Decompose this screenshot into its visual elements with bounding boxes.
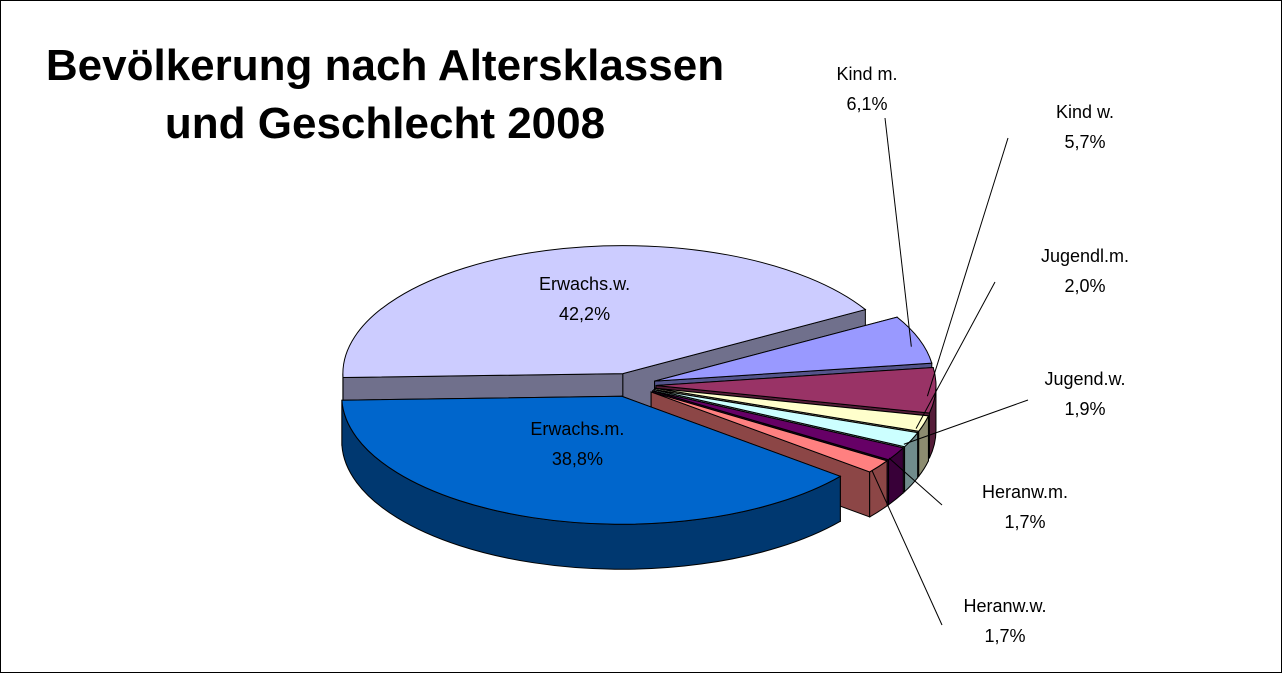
slice-label-value: 1,7%	[984, 626, 1025, 646]
slice-label-name: Kind m.	[836, 64, 897, 84]
slice-label-name: Kind w.	[1056, 102, 1114, 122]
slice-top	[652, 390, 905, 461]
leader-line	[884, 117, 912, 347]
slice-top	[654, 387, 930, 432]
slice-top	[653, 389, 919, 448]
slice-label-name: Jugendl.m.	[1041, 246, 1129, 266]
slice-top	[654, 316, 933, 382]
slice-label-name: Erwachs.w.	[539, 274, 630, 294]
slice-label-value: 2,0%	[1064, 276, 1105, 296]
slice-label-name: Heranw.m.	[982, 482, 1068, 502]
leader-line	[871, 470, 943, 626]
slice-label-value: 38,8%	[552, 449, 603, 469]
slice-label-value: 5,7%	[1064, 132, 1105, 152]
slice-label-value: 42,2%	[559, 304, 610, 324]
slice-label-name: Heranw.w.	[963, 596, 1046, 616]
slice	[341, 395, 842, 570]
leader-line	[926, 137, 1009, 397]
slice-label-name: Jugend.w.	[1044, 369, 1125, 389]
slice-label-value: 1,7%	[1004, 512, 1045, 532]
slice-label-name: Erwachs.m.	[530, 419, 624, 439]
chart-title-line: und Geschlecht 2008	[165, 99, 605, 148]
slice-label-value: 1,9%	[1064, 399, 1105, 419]
chart-title-line: Bevölkerung nach Altersklassen	[46, 41, 724, 90]
slice-top	[650, 391, 889, 473]
leader-line	[903, 399, 1029, 445]
slice-top	[341, 395, 842, 525]
leader-line	[915, 281, 996, 429]
slice-top	[342, 245, 867, 379]
slice-label-value: 6,1%	[846, 94, 887, 114]
leader-line	[888, 457, 943, 506]
slice-top	[655, 366, 937, 414]
